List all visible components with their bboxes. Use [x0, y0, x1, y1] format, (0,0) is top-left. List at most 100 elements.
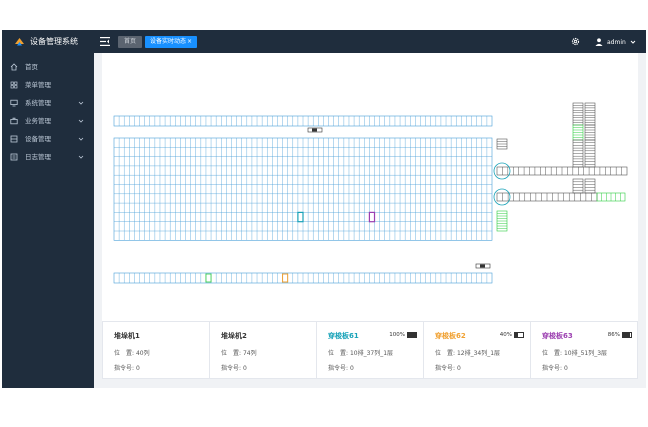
position-label: 位 置:: [114, 350, 135, 357]
card-shuttle-61: 穿梭板61 100% 位 置: 10排_37列_1层 指令号: 0: [317, 322, 424, 378]
position-value: 12排_34列_1层: [456, 350, 501, 357]
card-stacker-2: 堆垛机2 位 置: 74列 指令号: 0: [210, 322, 317, 378]
sidebar-item-label: 首页: [25, 63, 38, 71]
sidebar-item-business-management[interactable]: 业务管理: [2, 114, 94, 128]
card-title: 穿梭板61: [328, 332, 359, 340]
rack-block-main: [113, 137, 493, 241]
cmd-label: 指令号:: [328, 365, 349, 372]
user-menu[interactable]: admin: [595, 36, 636, 48]
app-title: 设备管理系统: [30, 37, 78, 46]
chevron-down-icon: [78, 119, 84, 123]
lift-top-left: [572, 102, 584, 126]
sidebar-item-label: 日志管理: [25, 153, 51, 161]
sidebar: 首页 菜单管理 系统管理 业务管理 设备管理 日志管理: [2, 53, 94, 388]
tab-home[interactable]: 首页: [118, 36, 143, 48]
lift-right-mid: [584, 124, 596, 141]
stacker-crane-1-body: [312, 128, 317, 132]
shuttle-61-marker: [297, 211, 304, 223]
chevron-down-icon: [78, 137, 84, 141]
grid-icon: [10, 81, 18, 89]
battery-icon: [514, 332, 524, 338]
gear-icon[interactable]: [571, 37, 580, 46]
tab-device-monitor-label: 设备实时动态: [150, 38, 187, 45]
cmd-label: 指令号:: [221, 365, 242, 372]
conveyor-lower-green: [596, 192, 626, 202]
sidebar-item-log-management[interactable]: 日志管理: [2, 150, 94, 164]
monitor-icon: [10, 99, 18, 107]
card-shuttle-62: 穿梭板62 40% 位 置: 12排_34列_1层 指令号: 0: [424, 322, 531, 378]
battery-indicator: 40%: [500, 332, 524, 338]
card-title: 穿梭板63: [542, 332, 573, 340]
sidebar-item-device-management[interactable]: 设备管理: [2, 132, 94, 146]
rack-row-top: [113, 115, 493, 127]
position-value: 40列: [135, 350, 150, 357]
shuttle-63-marker: [368, 211, 376, 223]
list-icon: [10, 153, 18, 161]
conveyor-lower: [496, 192, 598, 202]
tab-close-icon[interactable]: ×: [187, 38, 193, 45]
sidebar-item-system-management[interactable]: 系统管理: [2, 96, 94, 110]
shuttle-62-marker: [205, 273, 212, 283]
conveyor-upper: [496, 166, 628, 176]
lift-top-right: [584, 102, 596, 126]
tab-device-monitor[interactable]: 设备实时动态×: [145, 36, 198, 48]
card-shuttle-63: 穿梭板63 86% 位 置: 10排_51列_3层 指令号: 0: [531, 322, 638, 378]
cmd-label: 指令号:: [542, 365, 563, 372]
position-value: 10排_37列_1层: [349, 350, 394, 357]
position-label: 位 置:: [221, 350, 242, 357]
battery-percent: 40%: [499, 332, 512, 338]
cmd-value: 0: [135, 365, 140, 372]
position-value: 74列: [242, 350, 257, 357]
cmd-value: 0: [456, 365, 461, 372]
battery-icon: [622, 332, 632, 338]
sidebar-item-label: 菜单管理: [25, 81, 51, 89]
sidebar-item-label: 业务管理: [25, 117, 51, 125]
lift-green-segment: [572, 124, 584, 141]
server-icon: [10, 135, 18, 143]
warehouse-canvas: [102, 53, 638, 321]
lift-mid-right: [584, 139, 596, 168]
rack-row-bottom: [113, 272, 493, 284]
battery-indicator: 100%: [389, 332, 417, 338]
tab-home-label: 首页: [124, 38, 137, 45]
sidebar-item-menu-management[interactable]: 菜单管理: [2, 78, 94, 92]
battery-indicator: 86%: [608, 332, 632, 338]
shuttle-62-position: [282, 273, 289, 283]
menu-toggle-icon[interactable]: [100, 37, 110, 46]
turntable-lower: [493, 188, 511, 206]
card-stacker-1: 堆垛机1 位 置: 40列 指令号: 0: [103, 322, 210, 378]
card-title: 堆垛机1: [114, 332, 140, 340]
position-label: 位 置:: [542, 350, 563, 357]
card-title: 堆垛机2: [221, 332, 247, 340]
cmd-label: 指令号:: [435, 365, 456, 372]
sidebar-item-label: 设备管理: [25, 135, 51, 143]
lift-low-right: [584, 178, 596, 194]
conveyor-stub-1: [496, 138, 508, 150]
user-name: admin: [607, 38, 626, 46]
stacker-crane-2-body: [480, 264, 485, 268]
position-label: 位 置:: [435, 350, 456, 357]
position-label: 位 置:: [328, 350, 349, 357]
cmd-value: 0: [242, 365, 247, 372]
chevron-down-icon: [78, 101, 84, 105]
sidebar-item-home[interactable]: 首页: [2, 60, 94, 74]
home-icon: [10, 63, 18, 71]
chevron-down-icon: [630, 40, 636, 44]
user-avatar-icon: [595, 38, 603, 46]
app-window: 设备管理系统 首页 设备实时动态× admin 首页: [2, 30, 646, 388]
top-bar: 设备管理系统 首页 设备实时动态× admin: [2, 30, 646, 53]
position-value: 10排_51列_3层: [563, 350, 608, 357]
conveyor-stub-green: [496, 210, 508, 232]
battery-icon: [407, 332, 417, 338]
chevron-down-icon: [78, 155, 84, 159]
lift-low-left: [572, 178, 584, 194]
lift-mid-left: [572, 139, 584, 168]
cmd-value: 0: [563, 365, 568, 372]
battery-percent: 100%: [389, 332, 405, 338]
logo-icon: [15, 38, 24, 46]
card-title: 穿梭板62: [435, 332, 466, 340]
cmd-value: 0: [349, 365, 354, 372]
turntable-upper: [493, 162, 511, 180]
warehouse-map: [113, 102, 628, 284]
cmd-label: 指令号:: [114, 365, 135, 372]
